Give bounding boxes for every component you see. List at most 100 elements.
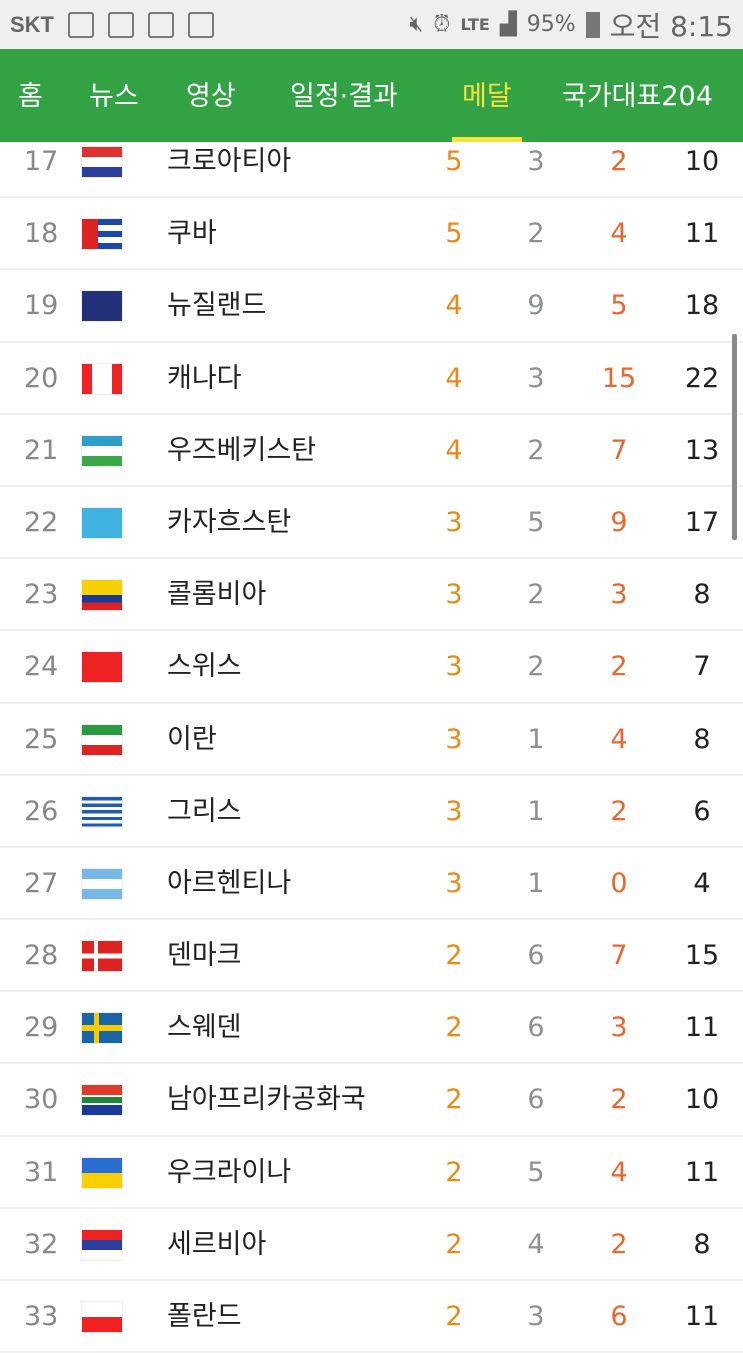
network-label: LTE: [460, 15, 490, 34]
gold-count: 2: [445, 1156, 463, 1188]
gallery-icon: [108, 11, 134, 38]
country-name: 뉴질랜드: [167, 290, 267, 322]
ukraine-flag-icon: [82, 1157, 122, 1188]
sweden-flag-icon: [82, 1013, 122, 1044]
cuba-flag-icon: [82, 219, 122, 250]
denmark-flag-icon: [82, 941, 122, 972]
bronze-count: 5: [610, 290, 628, 322]
bronze-count: 4: [610, 723, 628, 755]
table-row[interactable]: 25 이란 3 1 4 8: [0, 704, 743, 776]
tab-national-team[interactable]: 국가대표204: [562, 81, 713, 112]
table-row[interactable]: 22 카자흐스탄 3 5 9 17: [0, 487, 743, 560]
gold-count: 3: [445, 723, 463, 755]
country-name: 콜롬비아: [167, 579, 267, 611]
bronze-count: 15: [601, 362, 637, 394]
table-row[interactable]: 18 쿠바 5 2 4 11: [0, 198, 743, 271]
tab-medals[interactable]: 메달: [452, 49, 522, 142]
country-name: 아르헨티나: [167, 867, 292, 899]
country-name: 우즈베키스탄: [167, 434, 317, 466]
silver-count: 3: [527, 362, 545, 394]
tab-video[interactable]: 영상: [186, 81, 236, 112]
table-row[interactable]: 28 덴마크 2 6 7 15: [0, 920, 743, 993]
argentina-flag-icon: [82, 868, 122, 899]
country-name: 카자흐스탄: [167, 506, 292, 538]
table-row[interactable]: 23 콜롬비아 3 2 3 8: [0, 559, 743, 632]
bronze-count: 2: [610, 1228, 628, 1260]
nav-tabs: 홈 뉴스 영상 일정·결과 메달 국가대표204: [0, 49, 743, 142]
bronze-count: 7: [610, 434, 628, 466]
table-row[interactable]: 21 우즈베키스탄 4 2 7 13: [0, 415, 743, 487]
rank: 23: [24, 579, 59, 611]
table-row[interactable]: 24 스위스 3 2 2 7: [0, 631, 743, 704]
rank: 33: [24, 1301, 59, 1332]
rank: 26: [24, 795, 59, 827]
total-count: 7: [693, 651, 711, 683]
silver-count: 3: [527, 1301, 545, 1332]
table-row[interactable]: 31 우크라이나 2 5 4 11: [0, 1137, 743, 1209]
bronze-count: 9: [610, 506, 628, 538]
country-name: 쿠바: [167, 218, 217, 250]
gold-count: 3: [445, 579, 463, 611]
silver-count: 1: [527, 795, 545, 827]
total-count: 11: [684, 1301, 720, 1332]
bronze-count: 7: [610, 940, 628, 972]
poland-flag-icon: [82, 1302, 122, 1332]
rank: 30: [24, 1084, 59, 1116]
new-zealand-flag-icon: [82, 291, 122, 322]
bronze-count: 6: [610, 1301, 628, 1332]
rank: 17: [24, 146, 59, 177]
bronze-count: 4: [610, 218, 628, 250]
croatia-flag-icon: [82, 147, 122, 177]
bronze-count: 2: [610, 146, 628, 177]
table-row[interactable]: 33 폴란드 2 3 6 11: [0, 1281, 743, 1353]
carrier-label: SKT: [10, 11, 54, 37]
gold-count: 2: [445, 1301, 463, 1332]
gold-count: 3: [445, 651, 463, 683]
total-count: 11: [684, 1012, 720, 1044]
table-row[interactable]: 30 남아프리카공화국 2 6 2 10: [0, 1064, 743, 1137]
total-count: 11: [684, 218, 720, 250]
serbia-flag-icon: [82, 1229, 122, 1260]
country-name: 세르비아: [167, 1228, 267, 1260]
gold-count: 2: [445, 1228, 463, 1260]
table-row[interactable]: 20 캐나다 4 3 15 22: [0, 343, 743, 415]
table-row[interactable]: 27 아르헨티나 3 1 0 4: [0, 848, 743, 921]
tab-schedule-results[interactable]: 일정·결과: [290, 81, 398, 112]
tab-news[interactable]: 뉴스: [89, 81, 139, 112]
total-count: 15: [684, 940, 720, 972]
rank: 28: [24, 940, 59, 972]
gold-count: 3: [445, 795, 463, 827]
bronze-count: 3: [610, 1012, 628, 1044]
table-row[interactable]: 32 세르비아 2 4 2 8: [0, 1209, 743, 1281]
gold-count: 4: [445, 434, 463, 466]
gold-count: 3: [445, 867, 463, 899]
table-row[interactable]: 17 크로아티아 5 3 2 10: [0, 126, 743, 199]
scrollbar[interactable]: [732, 334, 737, 540]
total-count: 18: [684, 290, 720, 322]
silver-count: 2: [527, 579, 545, 611]
table-row[interactable]: 29 스웨덴 2 6 3 11: [0, 992, 743, 1065]
battery-label: 95%: [526, 12, 576, 37]
battery-icon: [585, 11, 600, 38]
country-name: 이란: [167, 723, 217, 755]
country-name: 스웨덴: [167, 1012, 242, 1044]
south-africa-flag-icon: [82, 1085, 122, 1116]
gold-count: 2: [445, 940, 463, 972]
bronze-count: 2: [610, 1084, 628, 1116]
rank: 27: [24, 867, 59, 899]
gold-count: 2: [445, 1012, 463, 1044]
table-row[interactable]: 19 뉴질랜드 4 9 5 18: [0, 270, 743, 343]
gold-count: 4: [445, 290, 463, 322]
mute-icon: 🔇︎: [409, 12, 424, 37]
total-count: 8: [693, 723, 711, 755]
tab-home[interactable]: 홈: [18, 81, 43, 112]
switzerland-flag-icon: [82, 652, 122, 683]
gold-count: 5: [445, 146, 463, 177]
alarm-icon: ⏰︎: [433, 12, 451, 37]
bronze-count: 2: [610, 651, 628, 683]
gold-count: 5: [445, 218, 463, 250]
silver-count: 6: [527, 940, 545, 972]
bronze-count: 4: [610, 1156, 628, 1188]
table-row[interactable]: 26 그리스 3 1 2 6: [0, 776, 743, 848]
total-count: 17: [684, 506, 720, 538]
